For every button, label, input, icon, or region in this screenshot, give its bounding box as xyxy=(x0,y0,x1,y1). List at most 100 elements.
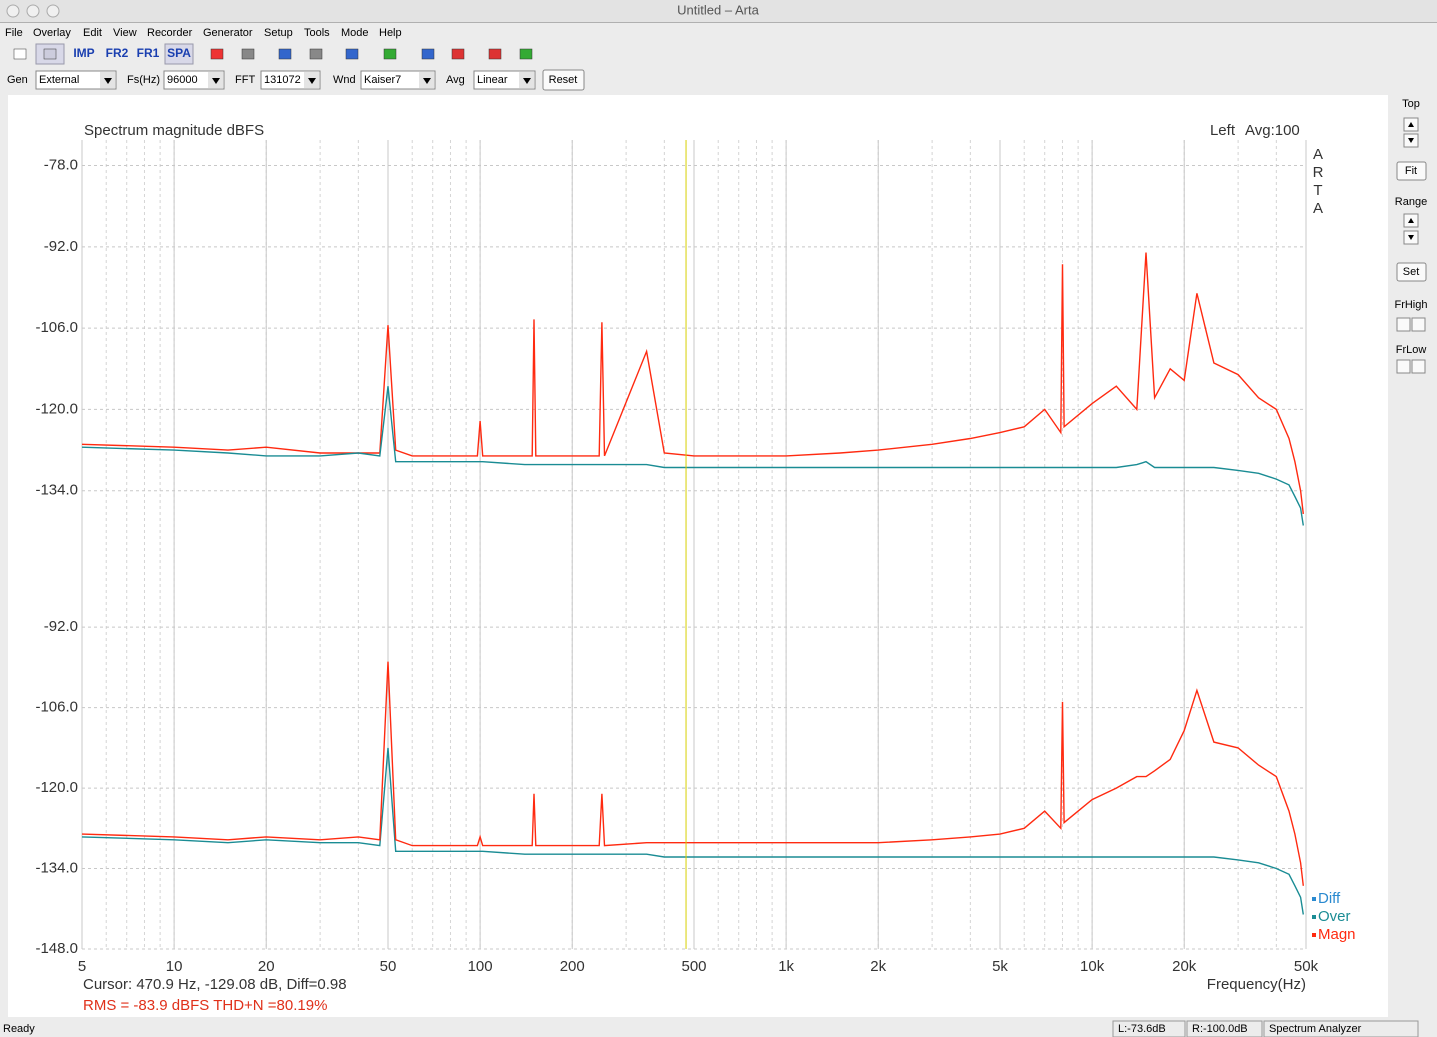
toolbar-label: SPA xyxy=(167,46,191,60)
legend-label: Over xyxy=(1318,908,1351,925)
y-tick-label: -92.0 xyxy=(44,618,78,635)
menu-item[interactable]: Overlay xyxy=(33,27,71,39)
toolbar-button[interactable] xyxy=(164,43,194,65)
toolbar-icon xyxy=(210,48,224,60)
x-tick-label: 200 xyxy=(560,958,585,975)
select-value: 131072 xyxy=(264,74,301,86)
x-tick-label: 1k xyxy=(778,958,794,975)
toolbar-icon xyxy=(241,48,255,60)
toolbar-button[interactable] xyxy=(103,44,131,64)
spin-arrows xyxy=(1408,218,1414,240)
menu-item[interactable]: Edit xyxy=(83,27,102,39)
x-tick-label: 50 xyxy=(380,958,397,975)
status-box xyxy=(1112,1020,1186,1037)
legend-label: Diff xyxy=(1318,890,1341,907)
y-tick-label: -148.0 xyxy=(35,940,78,957)
y-tick-label: -106.0 xyxy=(35,699,78,716)
close-button[interactable] xyxy=(6,4,20,18)
x-tick-label: 5k xyxy=(992,958,1008,975)
y-tick-label: -92.0 xyxy=(44,238,78,255)
cursor-readout: Cursor: 470.9 Hz, -129.08 dB, Diff=0.98 xyxy=(83,976,347,993)
side-label: Top xyxy=(1402,98,1420,110)
arrow-icon xyxy=(423,78,431,84)
legend-swatch xyxy=(1312,933,1316,937)
button-label: Fit xyxy=(1405,165,1417,177)
control-label: Gen xyxy=(7,74,28,86)
control-label: Avg xyxy=(446,74,465,86)
side-panel: Top Fit Range Set FrHigh FrLow xyxy=(1394,98,1428,374)
toolbar-icon xyxy=(278,48,292,60)
legend-swatch xyxy=(1312,915,1316,919)
toolbar-icon xyxy=(345,48,359,60)
side-label: Range xyxy=(1395,196,1427,208)
channel-label: Left xyxy=(1210,122,1236,139)
x-tick-label: 20 xyxy=(258,958,275,975)
left-arrow[interactable] xyxy=(1396,317,1411,332)
control-label: Fs(Hz) xyxy=(127,74,160,86)
toolbar-icon xyxy=(13,48,27,60)
rms-readout: RMS = -83.9 dBFS THD+N =80.19% xyxy=(83,997,327,1014)
x-tick-label: 500 xyxy=(681,958,706,975)
spectrum-line xyxy=(81,747,1304,915)
status-mode: Spectrum Analyzer xyxy=(1269,1023,1362,1035)
right-arrow[interactable] xyxy=(1411,359,1426,374)
fit-button[interactable] xyxy=(1396,161,1427,181)
status-ready: Ready xyxy=(3,1023,35,1035)
set-button[interactable] xyxy=(1396,262,1427,282)
window-title: Untitled – Arta xyxy=(677,2,759,17)
x-tick-label: 20k xyxy=(1172,958,1197,975)
arrow-icon xyxy=(308,78,316,84)
toolbar-icon xyxy=(451,48,465,60)
button-label: Reset xyxy=(549,74,578,86)
toolbar-icon xyxy=(43,48,57,60)
menu-item[interactable]: Mode xyxy=(341,27,369,39)
spectrum-line xyxy=(81,252,1304,514)
toolbar-button[interactable] xyxy=(134,44,162,64)
select-box[interactable] xyxy=(360,70,436,90)
menu-item[interactable]: File xyxy=(5,27,23,39)
toolbar-icon xyxy=(383,48,397,60)
menu-item[interactable]: Tools xyxy=(304,27,330,39)
button-label: Set xyxy=(1403,266,1420,278)
control-label: Wnd xyxy=(333,74,356,86)
zoom-button[interactable] xyxy=(46,4,60,18)
right-arrow[interactable] xyxy=(1411,317,1426,332)
select-box[interactable] xyxy=(35,70,117,90)
x-tick-label: 10k xyxy=(1080,958,1105,975)
menu-item[interactable]: Recorder xyxy=(147,27,193,39)
side-label: FrHigh xyxy=(1394,299,1427,311)
x-tick-label: 50k xyxy=(1294,958,1319,975)
x-tick-label: 100 xyxy=(468,958,493,975)
toolbar-icon xyxy=(309,48,323,60)
status-box xyxy=(1263,1020,1419,1037)
toolbar-icon xyxy=(421,48,435,60)
side-label: FrLow xyxy=(1396,344,1427,356)
toolbar-button[interactable] xyxy=(70,44,98,64)
x-axis-label: Frequency(Hz) xyxy=(1207,976,1306,993)
toolbar-icon xyxy=(519,48,533,60)
y-tick-label: -134.0 xyxy=(35,860,78,877)
y-tick-label: -134.0 xyxy=(35,482,78,499)
chart-title: Spectrum magnitude dBFS xyxy=(84,122,264,139)
left-arrow[interactable] xyxy=(1396,359,1411,374)
arrow-icon xyxy=(212,78,220,84)
toolbar-label: FR2 xyxy=(106,46,129,60)
x-tick-label: 2k xyxy=(870,958,886,975)
select-value: Linear xyxy=(477,74,508,86)
menu-item[interactable]: View xyxy=(113,27,137,39)
menu-item[interactable]: Generator xyxy=(203,27,253,39)
arrow-icon xyxy=(523,78,531,84)
toolbar-icon xyxy=(488,48,502,60)
x-tick-label: 10 xyxy=(166,958,183,975)
title-bar xyxy=(0,0,1437,22)
toolbar-label: IMP xyxy=(73,46,94,60)
menu-item[interactable]: Setup xyxy=(264,27,293,39)
menu-item[interactable]: Help xyxy=(379,27,402,39)
y-tick-label: -120.0 xyxy=(35,779,78,796)
select-value: 96000 xyxy=(167,74,198,86)
chart-area xyxy=(8,95,1388,1017)
minimize-button[interactable] xyxy=(26,4,40,18)
control-label: FFT xyxy=(235,74,255,86)
reset-button[interactable] xyxy=(542,69,585,91)
